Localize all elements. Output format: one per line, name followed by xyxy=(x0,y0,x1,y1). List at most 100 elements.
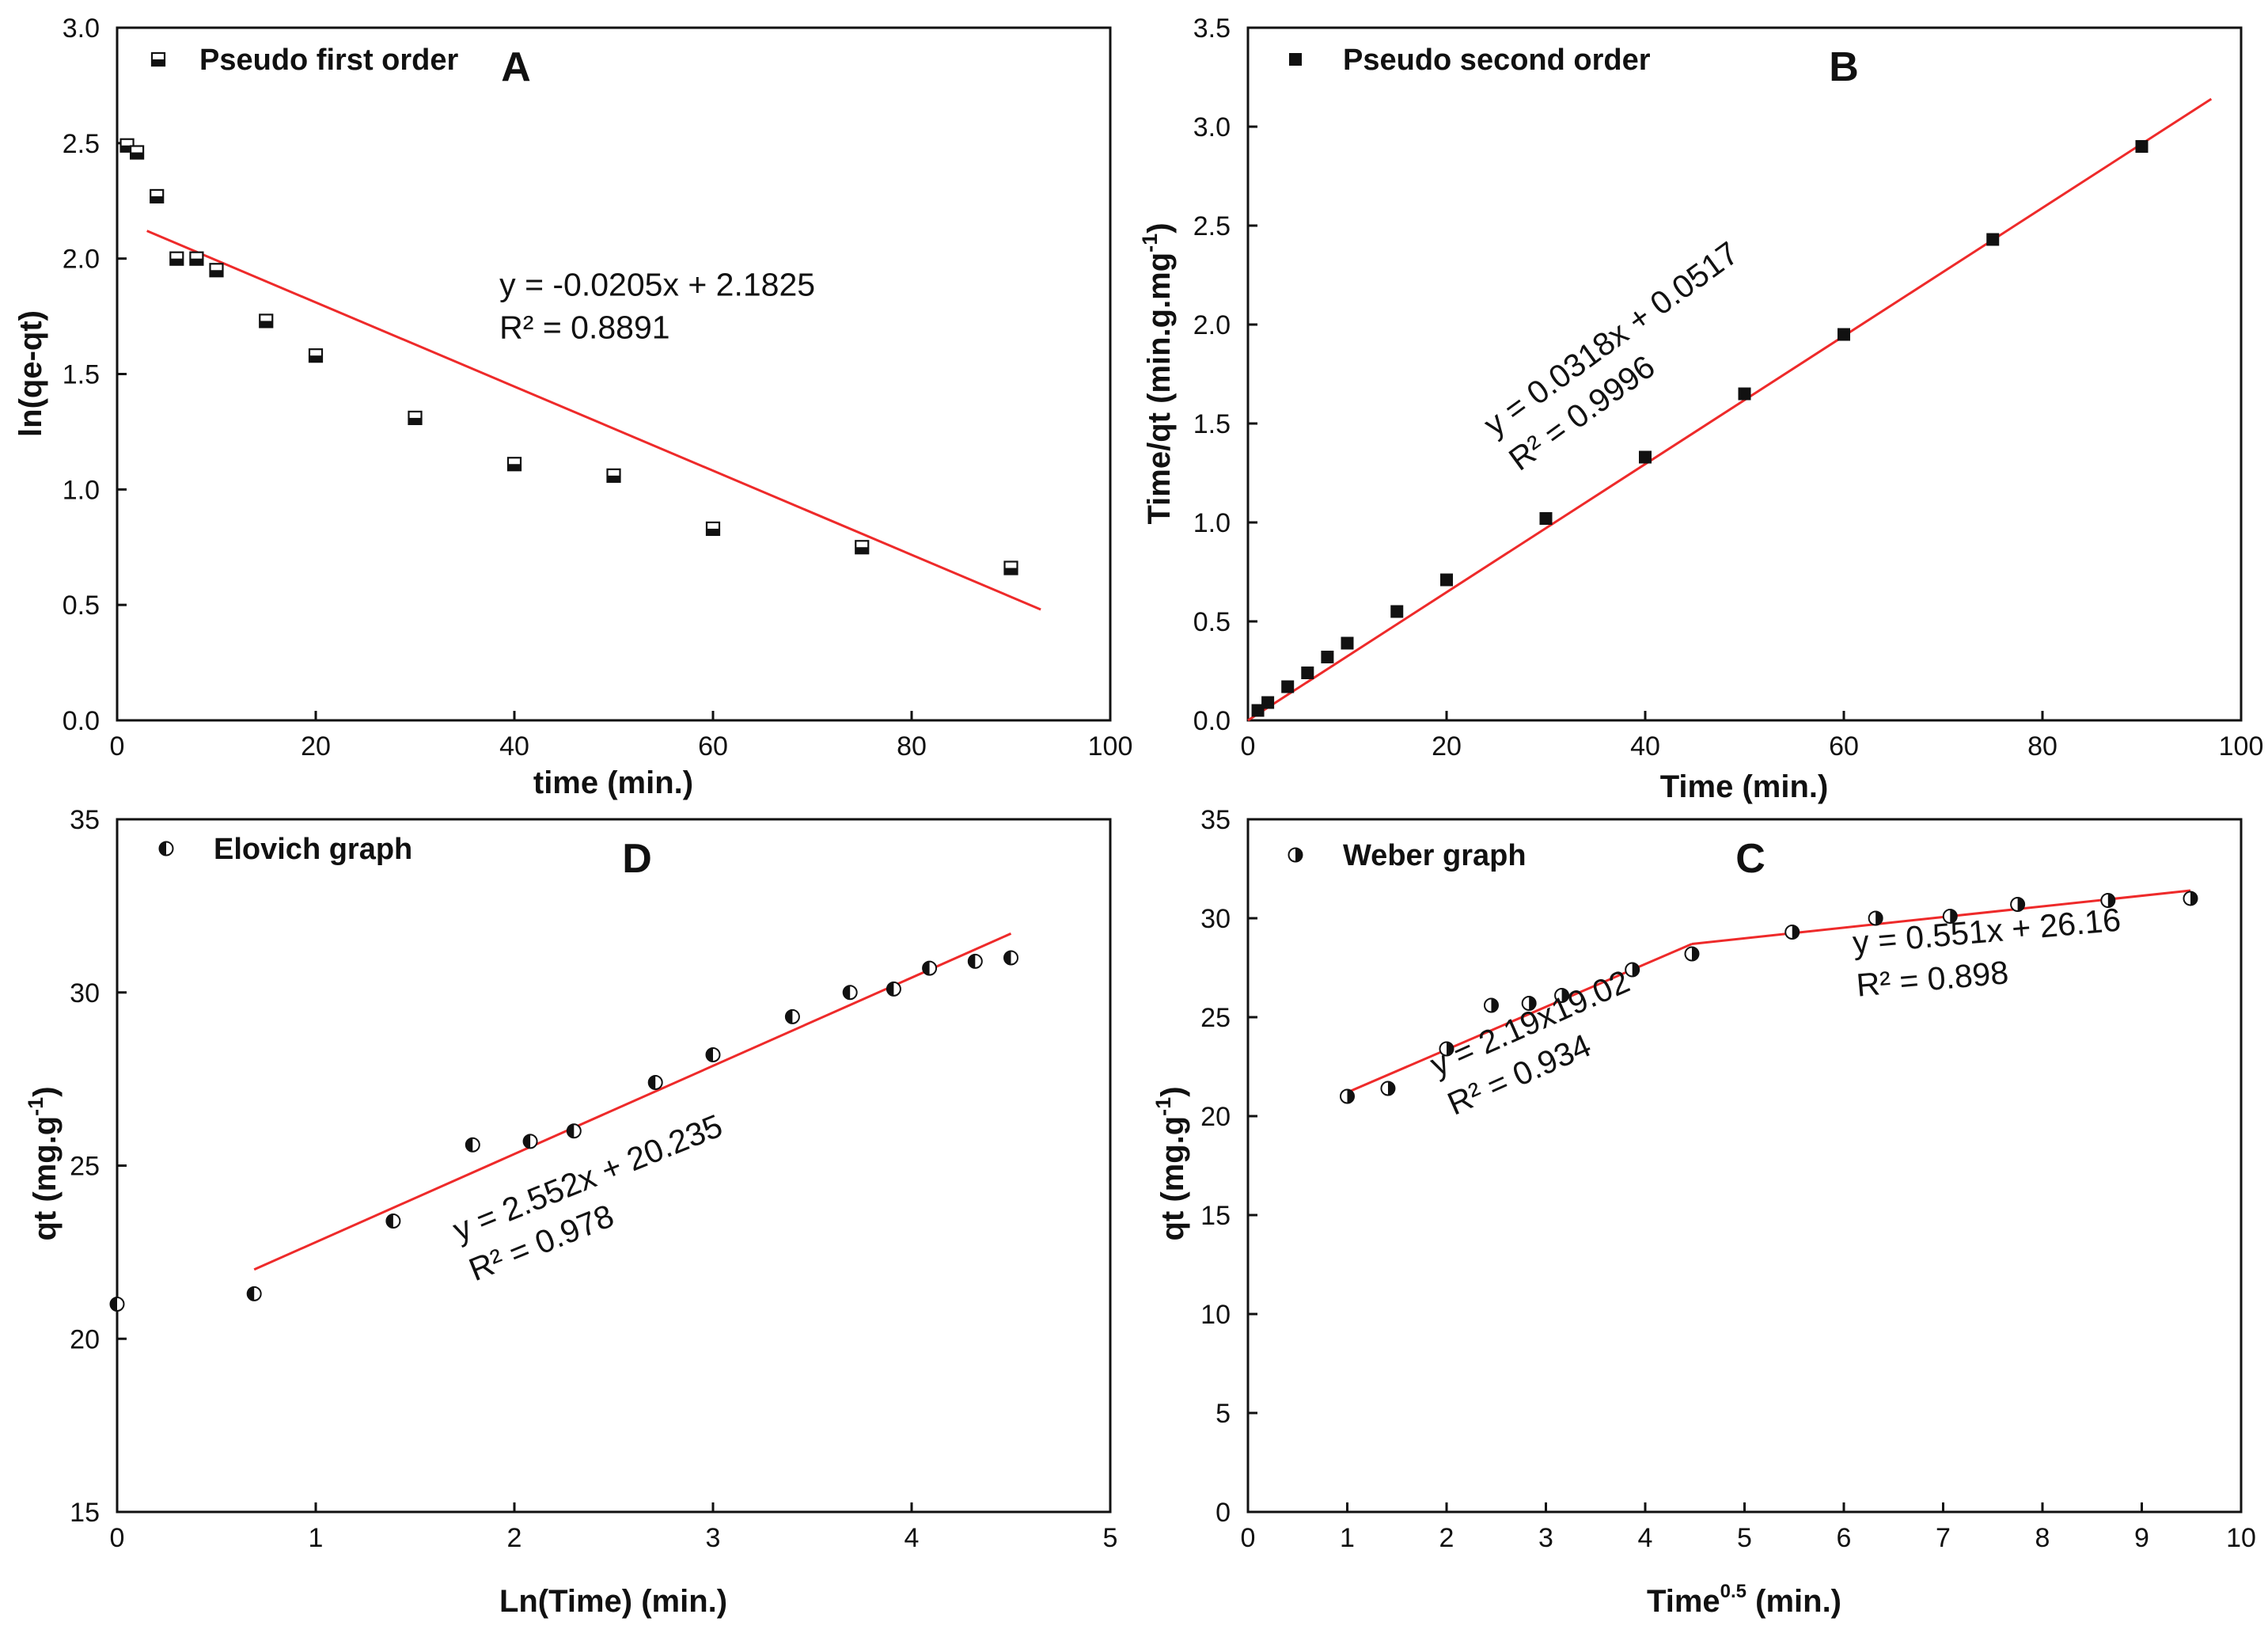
x-tick-label: 40 xyxy=(499,731,529,762)
y-tick-label: 2.0 xyxy=(63,245,100,275)
fit-line xyxy=(1247,97,2213,722)
data-point xyxy=(1390,605,1404,618)
data-point xyxy=(522,1134,538,1149)
equation-line: y = -0.0205x + 2.1825 xyxy=(499,266,815,302)
fit-line xyxy=(253,932,1012,1271)
data-point xyxy=(1440,573,1453,587)
x-tick-label: 60 xyxy=(1829,731,1859,762)
y-axis-title-superscript: -1 xyxy=(24,1097,47,1116)
y-tick-label: 15 xyxy=(70,1498,100,1528)
x-tick-label: 0 xyxy=(1241,1523,1256,1553)
x-tick-label: 5 xyxy=(1737,1523,1752,1553)
data-point xyxy=(2100,893,2116,908)
panel-b-legend: Pseudo second order xyxy=(1289,44,1651,77)
y-axis-title-close: ) xyxy=(28,1086,63,1096)
data-point xyxy=(1003,950,1018,966)
panel-b-data-points xyxy=(1251,140,2149,717)
data-point xyxy=(1380,1081,1396,1096)
y-tick-label: 30 xyxy=(1200,904,1231,934)
fit-line xyxy=(146,230,1041,611)
x-tick-label: 1 xyxy=(1340,1523,1355,1553)
data-point xyxy=(1986,233,2000,246)
panel-letter: A xyxy=(501,44,531,90)
y-tick-label: 2.0 xyxy=(1193,310,1231,340)
legend-label: Elovich graph xyxy=(214,833,412,866)
data-point xyxy=(1340,1088,1355,1104)
data-point xyxy=(1738,387,1751,401)
panel-c-data-points xyxy=(1340,891,2198,1104)
data-point xyxy=(1261,696,1275,709)
data-point xyxy=(705,521,721,537)
y-tick-label: 20 xyxy=(1200,1102,1231,1132)
data-point xyxy=(967,953,983,969)
panel-a-fit-lines xyxy=(146,230,1041,611)
data-point xyxy=(1321,651,1334,663)
data-point xyxy=(2135,140,2149,153)
data-point xyxy=(1639,450,1652,464)
y-axis-title-base: qt (mg.g xyxy=(1155,1116,1190,1241)
data-point xyxy=(169,251,184,266)
y-tick-label: 15 xyxy=(1200,1201,1231,1231)
y-tick-label: 35 xyxy=(70,805,100,835)
x-axis-title: Time0.5 (min.) xyxy=(1647,1581,1841,1619)
x-axis-title: Ln(Time) (min.) xyxy=(499,1584,727,1619)
legend-label: Pseudo first order xyxy=(199,44,458,77)
y-tick-label: 0.5 xyxy=(63,591,100,621)
data-point xyxy=(1554,988,1570,1003)
y-tick-label: 1.0 xyxy=(1193,508,1231,538)
y-axis-title-close: ) xyxy=(1155,1086,1190,1096)
data-point xyxy=(1483,997,1499,1013)
x-tick-label: 40 xyxy=(1630,731,1660,762)
y-tick-label: 0.0 xyxy=(1193,706,1231,736)
data-point xyxy=(465,1137,480,1153)
x-axis-title: Time (min.) xyxy=(1660,769,1829,804)
y-tick-label: 3.0 xyxy=(63,13,100,44)
data-point xyxy=(1942,909,1958,924)
data-point xyxy=(1439,1041,1454,1057)
data-point xyxy=(922,960,938,976)
y-tick-label: 30 xyxy=(70,978,100,1008)
x-tick-label: 0 xyxy=(110,1523,125,1553)
panel-b-fit-lines xyxy=(1247,97,2213,722)
x-axis-title: time (min.) xyxy=(533,765,693,800)
x-tick-label: 5 xyxy=(1103,1523,1118,1553)
y-axis-title-base: Time/qt (min.g.mg xyxy=(1142,253,1177,525)
data-point xyxy=(1281,680,1295,693)
y-axis-title-base: qt (mg.g xyxy=(28,1116,63,1241)
x-tick-label: 4 xyxy=(1638,1523,1653,1553)
y-tick-label: 2.5 xyxy=(1193,211,1231,241)
data-point xyxy=(1341,636,1354,650)
y-tick-label: 5 xyxy=(1216,1399,1231,1429)
data-point xyxy=(784,1008,800,1024)
panel-d-data-points xyxy=(109,950,1018,1312)
data-point xyxy=(1684,946,1700,962)
data-point xyxy=(1539,512,1553,525)
legend-label: Pseudo second order xyxy=(1343,44,1651,77)
legend-label: Weber graph xyxy=(1343,839,1527,872)
x-tick-label: 100 xyxy=(2219,731,2264,762)
data-point xyxy=(606,468,621,483)
x-tick-label: 8 xyxy=(2035,1523,2050,1553)
legend-marker-icon xyxy=(150,51,166,67)
panel-a-data-points xyxy=(119,138,1018,575)
panel-a-ticks: 0 20 40 60 80 100 0.0 0.5 1.0 1.5 2.0 2.5 3.0 xyxy=(63,13,1133,762)
x-tick-label: 9 xyxy=(2134,1523,2149,1553)
x-tick-label: 20 xyxy=(1432,731,1462,762)
data-point xyxy=(109,1297,125,1312)
y-axis-title: ln(qe-qt) xyxy=(13,310,48,437)
x-tick-label: 60 xyxy=(698,731,728,762)
x-tick-label: 2 xyxy=(507,1523,522,1553)
y-tick-label: 1.5 xyxy=(63,360,100,390)
x-tick-label: 6 xyxy=(1837,1523,1852,1553)
data-point xyxy=(1521,996,1537,1011)
panel-letter: B xyxy=(1829,44,1859,90)
data-point xyxy=(647,1075,663,1090)
legend-marker xyxy=(158,841,174,856)
x-axis-title-rest: (min.) xyxy=(1747,1584,1841,1619)
y-tick-label: 3.5 xyxy=(1193,13,1231,44)
legend-marker xyxy=(150,51,166,67)
x-tick-label: 80 xyxy=(897,731,927,762)
data-point xyxy=(1868,910,1883,926)
y-axis-title-close: ) xyxy=(1142,222,1177,233)
data-point xyxy=(209,263,224,278)
